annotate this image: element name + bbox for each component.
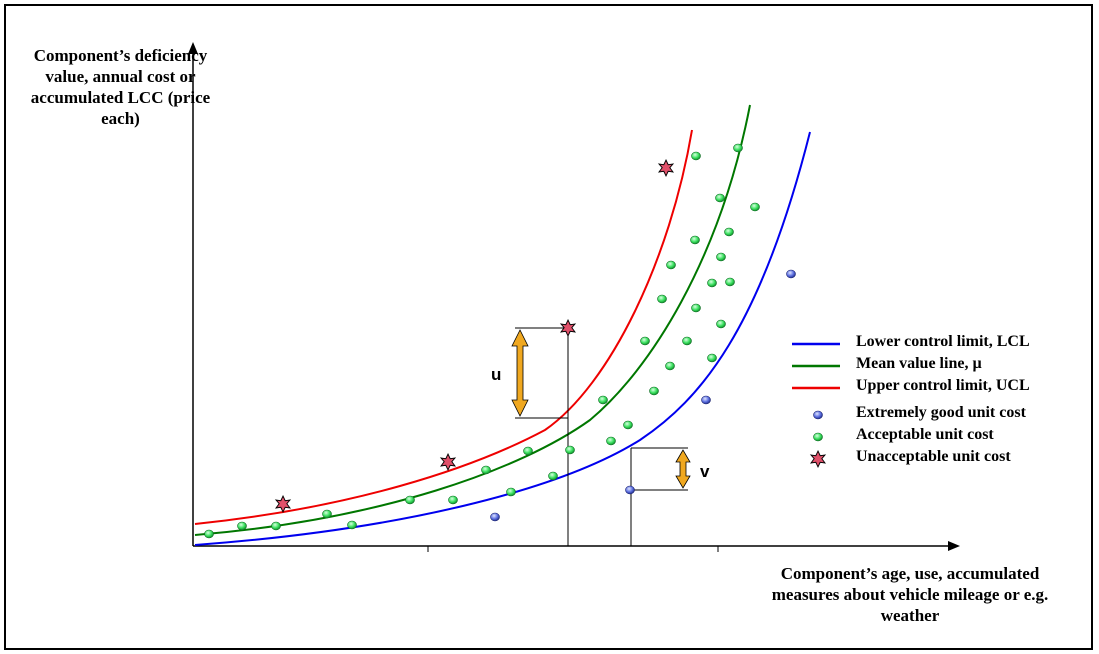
v-measure — [630, 447, 691, 546]
legend-item-lcl: Lower control limit, LCL — [788, 333, 1088, 355]
extremely-good-points — [490, 269, 796, 522]
star-point — [274, 494, 292, 514]
diagram-frame — [4, 4, 1093, 650]
legend-label: Upper control limit, UCL — [856, 377, 1030, 394]
legend-item-extremely-good: Extremely good unit cost — [788, 404, 1088, 426]
legend-item-ucl: Upper control limit, UCL — [788, 377, 1088, 399]
ucl-line — [194, 129, 693, 525]
legend-label: Unacceptable unit cost — [856, 448, 1011, 465]
x-axis — [193, 541, 960, 552]
legend-item-unacceptable: Unacceptable unit cost — [788, 448, 1088, 470]
legend-label: Mean value line, µ — [856, 355, 982, 372]
star-point — [439, 452, 457, 472]
lcl-line — [194, 131, 811, 546]
star-point — [559, 318, 577, 338]
u-label: u — [491, 365, 502, 384]
star-point — [657, 158, 675, 178]
legend-item-acceptable: Acceptable unit cost — [788, 426, 1088, 448]
v-label: v — [700, 462, 710, 481]
v-arrow — [675, 449, 691, 489]
unacceptable-points — [274, 158, 675, 514]
mean-value-line — [194, 104, 751, 536]
legend-item-mean: Mean value line, µ — [788, 355, 1088, 377]
acceptable-points — [204, 143, 760, 539]
legend-label: Lower control limit, LCL — [856, 333, 1030, 350]
legend: Lower control limit, LCL Mean value line… — [788, 333, 1088, 470]
y-axis-title: Component’s deficiency value, annual cos… — [30, 46, 211, 128]
legend-label: Acceptable unit cost — [856, 426, 994, 443]
legend-label: Extremely good unit cost — [856, 404, 1026, 421]
u-arrow — [511, 329, 529, 417]
u-measure — [511, 327, 569, 546]
x-axis-title: Component’s age, use, accumulated measur… — [771, 564, 1049, 625]
y-axis — [188, 42, 198, 546]
